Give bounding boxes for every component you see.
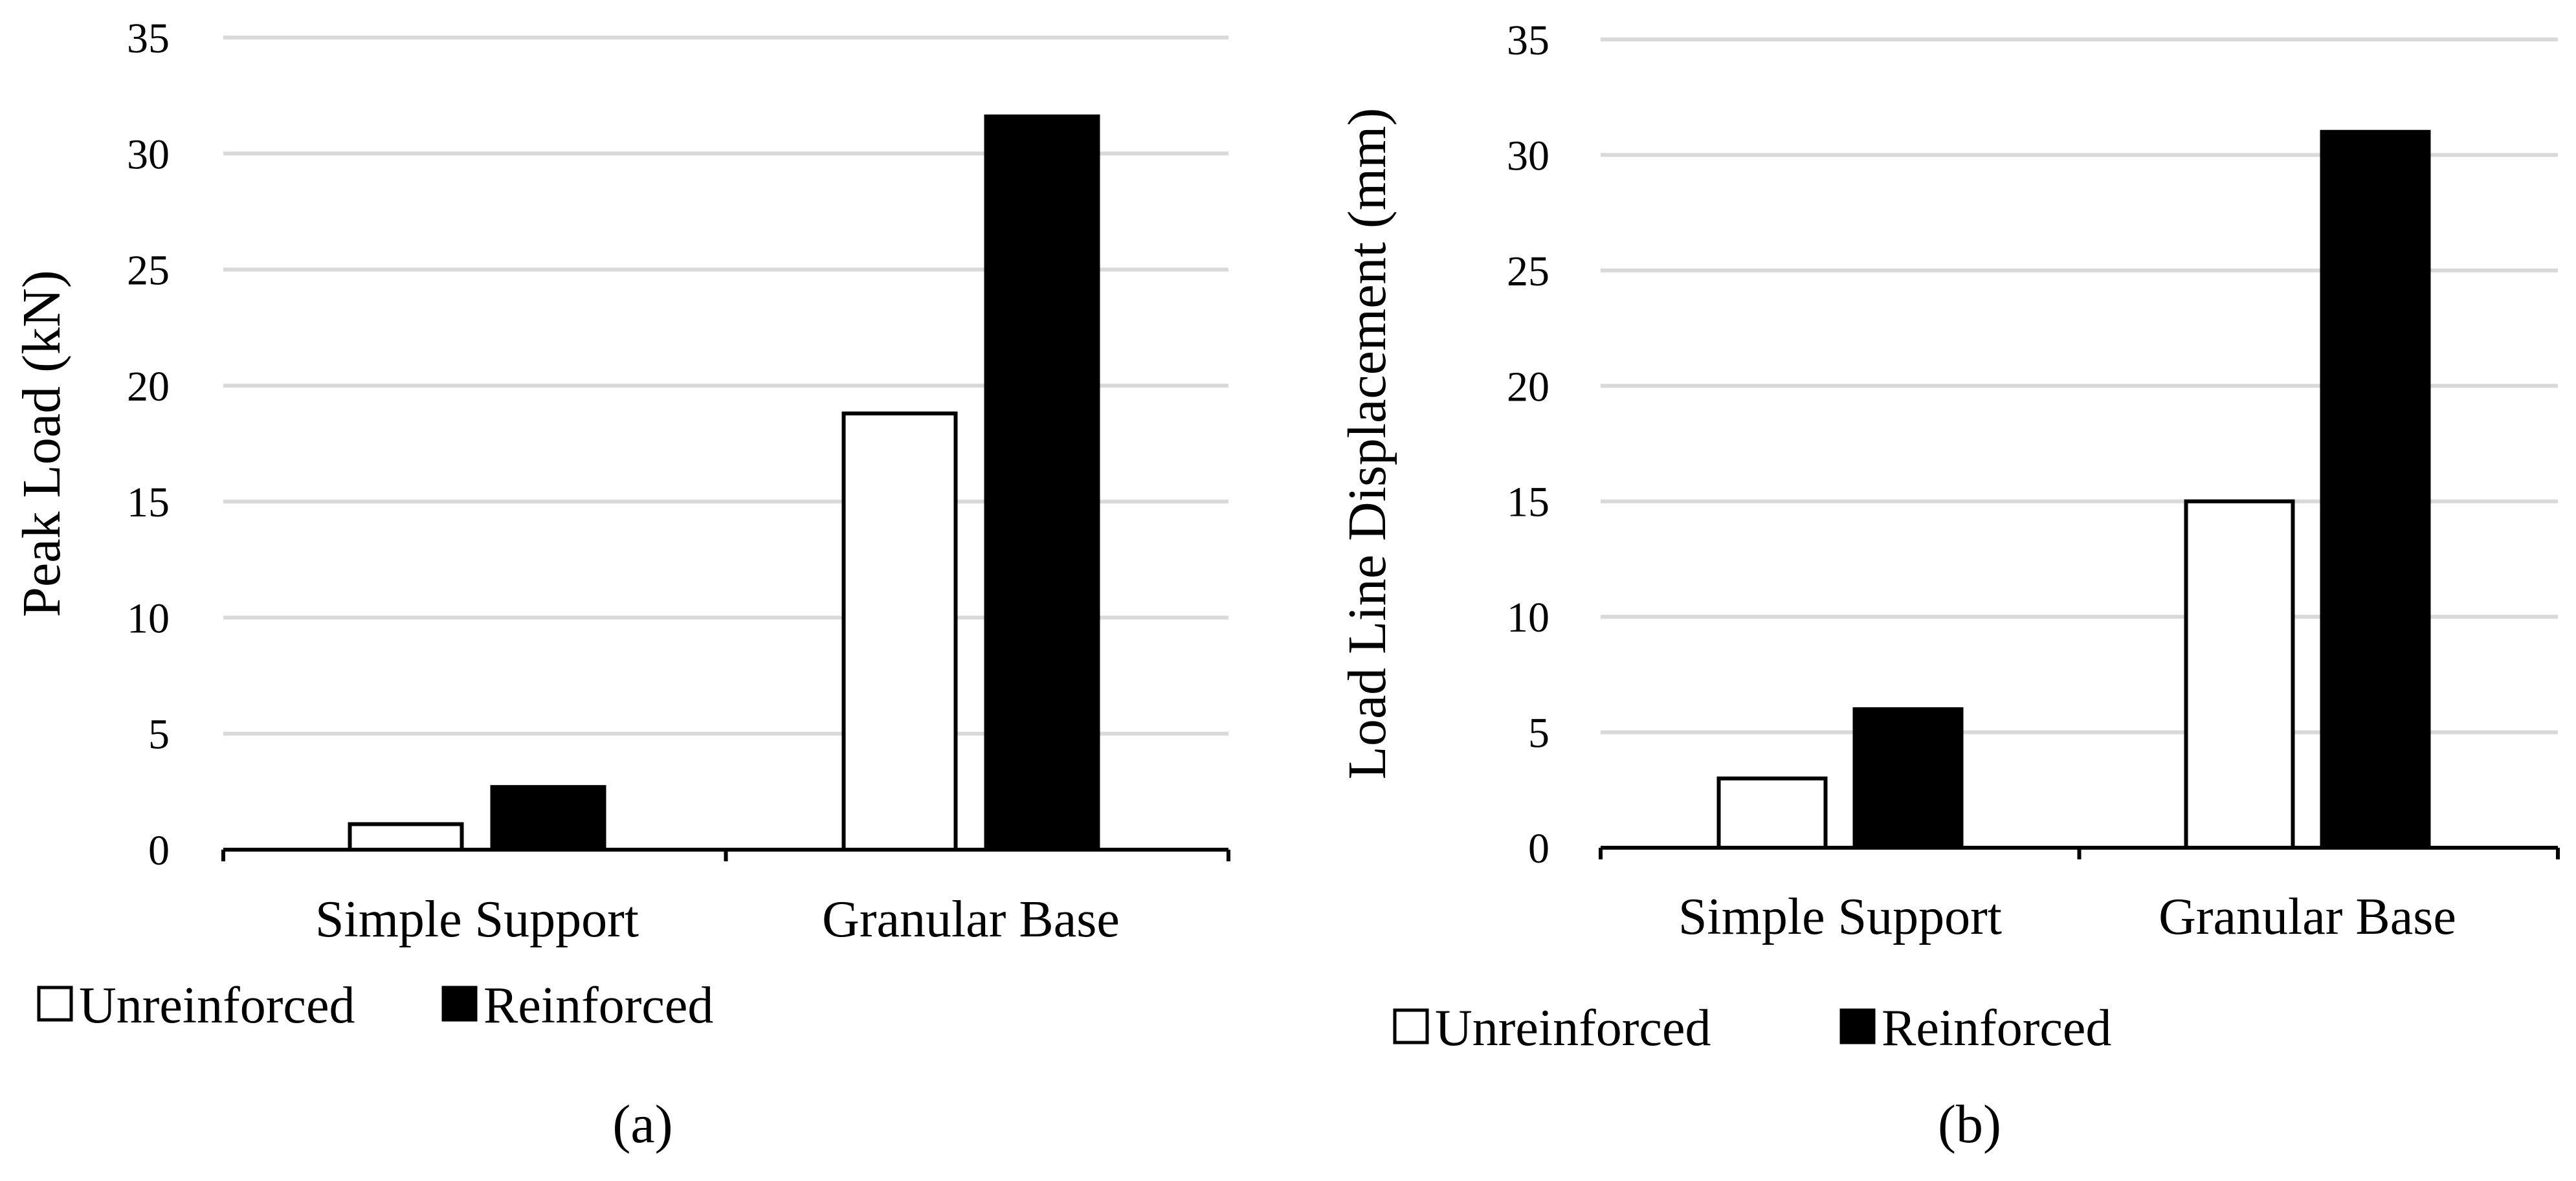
legend-swatch-reinforced — [441, 986, 478, 1022]
bar-reinforced-granular-base — [2320, 129, 2431, 850]
y-tick-label: 15 — [127, 479, 170, 526]
bar-unreinforced-simple-support — [1716, 776, 1828, 850]
y-tick-label: 0 — [148, 827, 170, 874]
legend-label-unreinforced: Unreinforced — [79, 977, 355, 1034]
chart-panel-b: 0 5 10 15 20 25 30 35 Simple Support Granular Bas… — [1337, 17, 2560, 1154]
y-tick-label: 35 — [127, 15, 170, 62]
legend-label-reinforced: Reinforced — [1882, 1000, 2111, 1057]
y-tick-label: 25 — [1507, 248, 1549, 295]
y-tick-label: 35 — [1507, 17, 1549, 64]
category-label: Granular Base — [822, 891, 1120, 948]
y-tick-label: 15 — [1507, 479, 1549, 526]
legend-label-reinforced: Reinforced — [483, 977, 713, 1034]
y-tick-label: 20 — [127, 363, 170, 410]
y-tick-label: 10 — [1507, 594, 1549, 641]
y-tick-label: 20 — [1507, 363, 1549, 410]
y-tick-label: 5 — [1528, 710, 1549, 757]
y-tick-label: 10 — [127, 595, 170, 642]
chart-panel-a: 0 5 10 15 20 25 30 35 Simple Support Granular Bas… — [12, 15, 1230, 1154]
legend-swatch-unreinforced — [1393, 1008, 1429, 1044]
legend-swatch-unreinforced — [37, 986, 73, 1022]
category-label: Simple Support — [1678, 889, 2002, 945]
panel-label: (a) — [612, 1094, 672, 1154]
bar-unreinforced-granular-base — [841, 411, 958, 852]
y-tick-label: 30 — [1507, 132, 1549, 179]
y-tick-label: 0 — [1528, 825, 1549, 872]
y-tick-label: 30 — [127, 131, 170, 178]
y-axis-label: Load Line Displacement (mm) — [1337, 108, 1397, 780]
bar-reinforced-simple-support — [1852, 707, 1964, 850]
y-tick-label: 25 — [127, 247, 170, 294]
category-label: Simple Support — [315, 891, 639, 948]
bar-unreinforced-granular-base — [2184, 499, 2295, 850]
y-axis-label: Peak Load (kN) — [12, 270, 72, 617]
bar-reinforced-granular-base — [984, 114, 1100, 852]
legend-label-unreinforced: Unreinforced — [1435, 1000, 1711, 1057]
bar-reinforced-simple-support — [490, 785, 606, 852]
bar-unreinforced-simple-support — [348, 822, 464, 852]
y-tick-label: 5 — [148, 711, 170, 758]
panel-label: (b) — [1938, 1094, 2001, 1154]
category-label: Granular Base — [2159, 889, 2456, 945]
legend-swatch-reinforced — [1839, 1008, 1876, 1044]
